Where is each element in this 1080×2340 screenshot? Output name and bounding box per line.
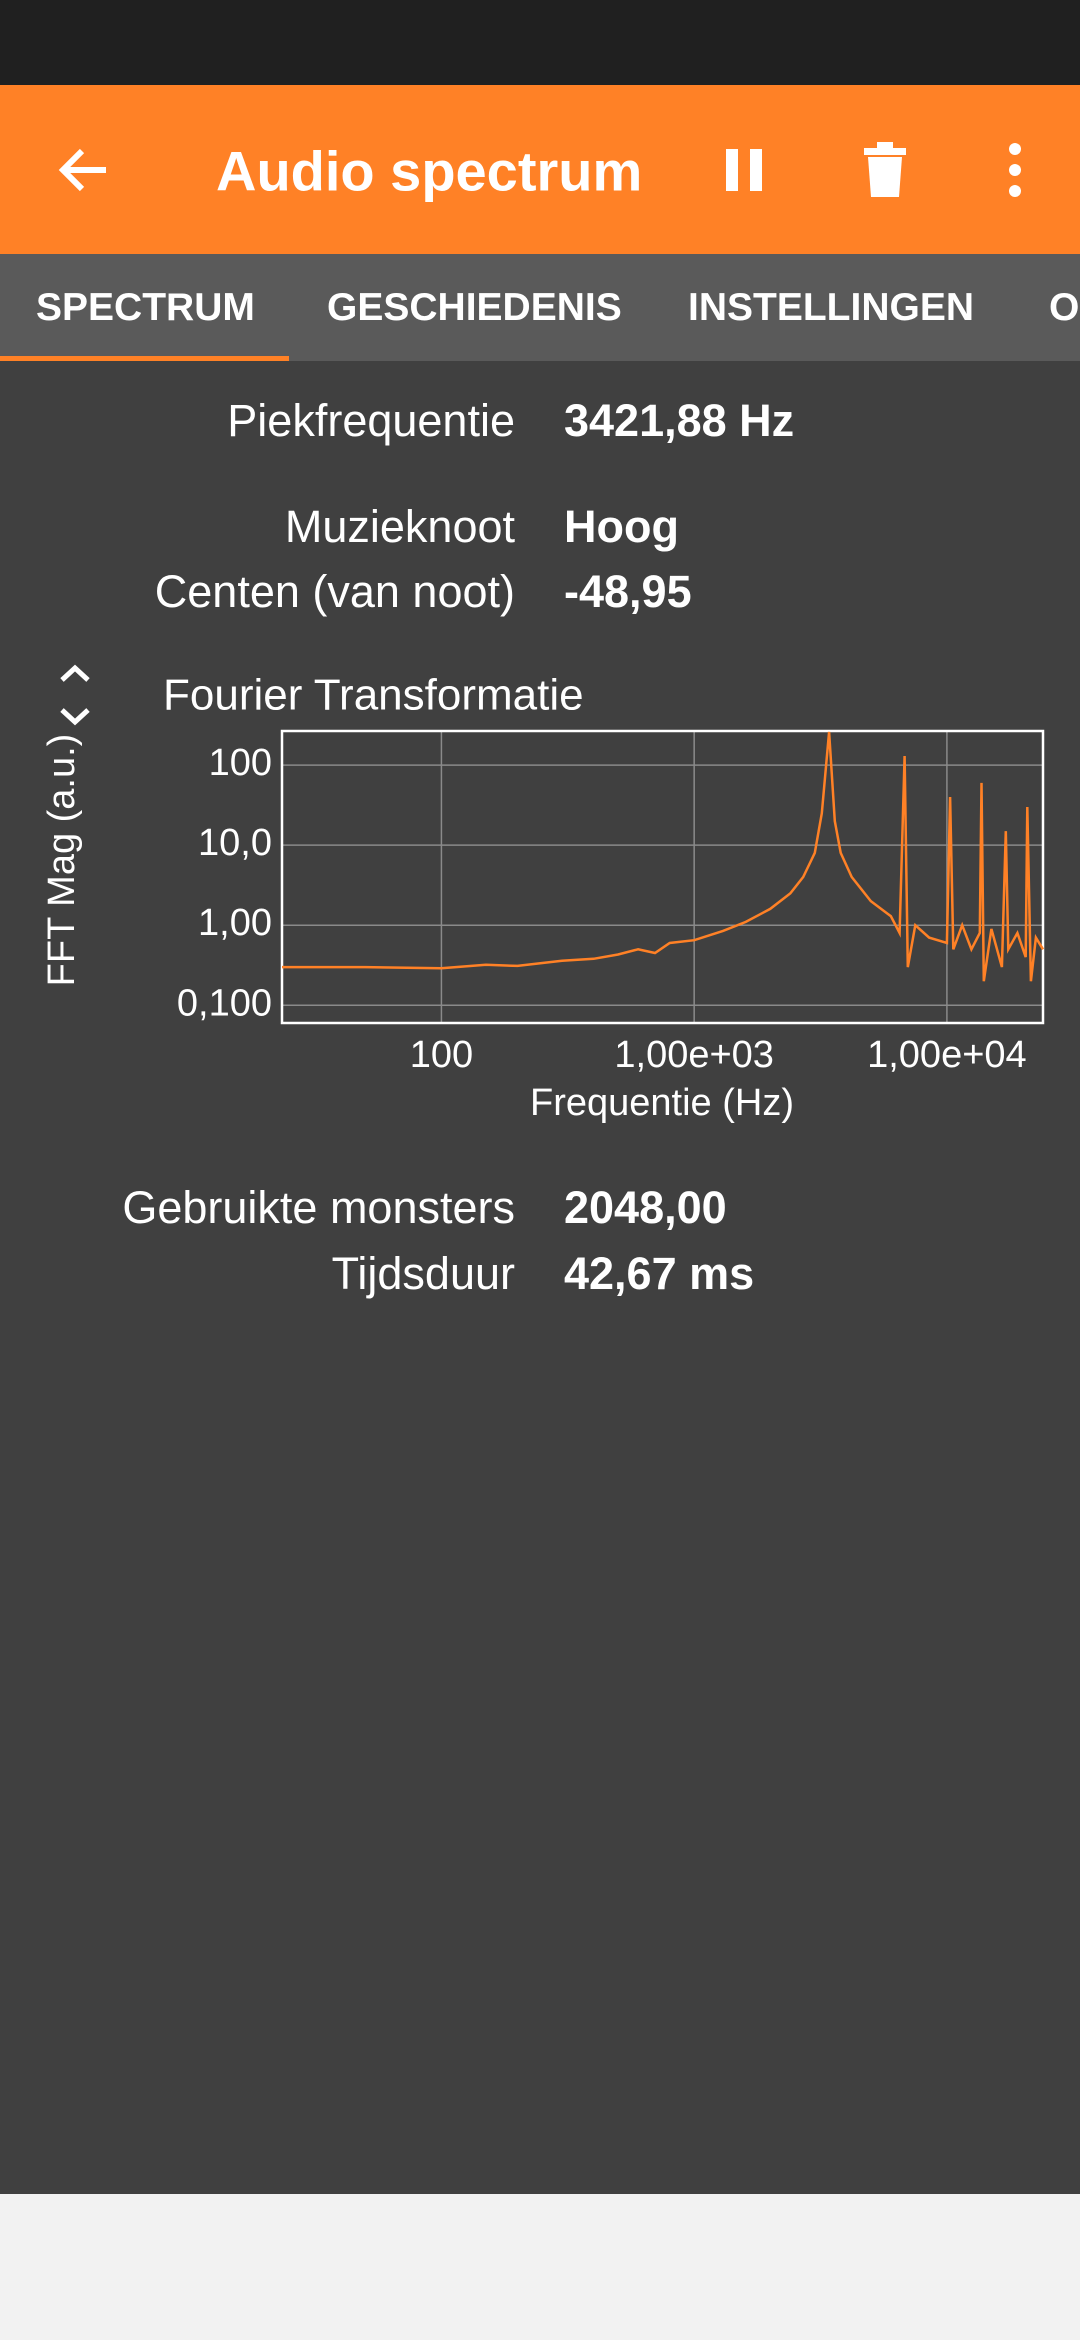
tab-bar <box>0 254 1080 361</box>
y-tick-label: 10,0 <box>198 822 272 864</box>
x-axis-label: Frequentie (Hz) <box>530 1082 794 1124</box>
readout-label: Gebruikte monsters <box>122 1182 515 1233</box>
back-button[interactable] <box>52 138 116 202</box>
x-tick-label: 1,00e+04 <box>867 1034 1027 1076</box>
readout-label: Muzieknoot <box>284 501 515 552</box>
readout-value: 3421,88 Hz <box>564 395 795 446</box>
more-button[interactable] <box>1000 143 1030 199</box>
app-bar: Audio spectrum <box>0 85 1080 254</box>
readout-value: Hoog <box>564 501 679 552</box>
readout-label: Tijdsduur <box>331 1248 515 1299</box>
readout-value: 42,67 ms <box>564 1248 755 1299</box>
y-tick-label: 100 <box>209 742 272 784</box>
status-bar <box>0 0 1080 85</box>
tab[interactable]: SPECTRUM <box>36 286 255 329</box>
chart-title: Fourier Transformatie <box>163 671 584 720</box>
plot-frame <box>280 729 1045 1025</box>
tab[interactable]: OI <box>1049 286 1080 329</box>
tab[interactable]: GESCHIEDENIS <box>327 286 622 329</box>
chart: Fourier Transformatie FFT Mag (a.u.) Fre… <box>41 664 1045 1124</box>
tab[interactable]: INSTELLINGEN <box>688 286 975 329</box>
app-title: Audio spectrum <box>216 139 643 203</box>
readout-value: 2048,00 <box>564 1182 727 1233</box>
tab-indicator <box>0 356 289 361</box>
x-tick-label: 1,00e+03 <box>614 1034 774 1076</box>
expand-toggle[interactable] <box>60 664 90 726</box>
readout-value: -48,95 <box>564 566 692 617</box>
readout-label: Piekfrequentie <box>227 395 515 446</box>
y-axis-label: FFT Mag (a.u.) <box>41 734 83 987</box>
y-tick-label: 1,00 <box>198 902 272 944</box>
spectrum-line <box>282 731 1045 982</box>
pause-button[interactable] <box>720 145 770 195</box>
y-tick-label: 0,100 <box>177 982 272 1024</box>
delete-button[interactable] <box>862 142 912 198</box>
x-tick-label: 100 <box>410 1034 473 1076</box>
navigation-bar <box>0 2194 1080 2340</box>
readout-label: Centen (van noot) <box>154 566 515 617</box>
